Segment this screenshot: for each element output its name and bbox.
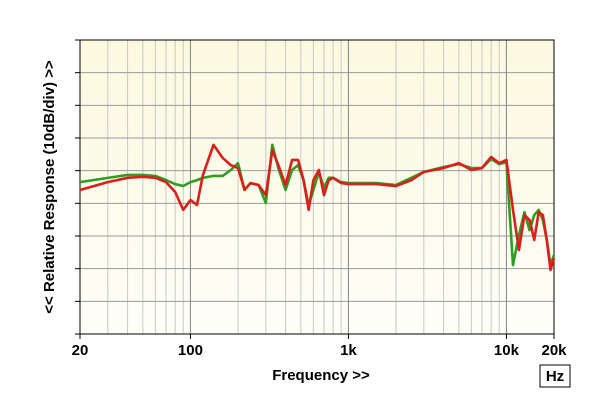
x-tick-label: 100 bbox=[178, 342, 203, 359]
plot-area bbox=[80, 40, 554, 334]
plot-frame bbox=[79, 39, 555, 335]
series-line bbox=[79, 143, 556, 267]
series-line bbox=[79, 143, 556, 272]
unit-box bbox=[539, 364, 571, 388]
x-tick-label: 20k bbox=[541, 342, 567, 359]
x-axis-label: Frequency >> bbox=[272, 367, 370, 384]
unit-label: Hz bbox=[546, 368, 564, 385]
y-axis-label: << Relative Response (10dB/div) >> bbox=[41, 60, 58, 314]
x-tick-label: 10k bbox=[494, 342, 520, 359]
x-tick-label: 20 bbox=[72, 342, 89, 359]
x-tick-label: 1k bbox=[340, 342, 357, 359]
